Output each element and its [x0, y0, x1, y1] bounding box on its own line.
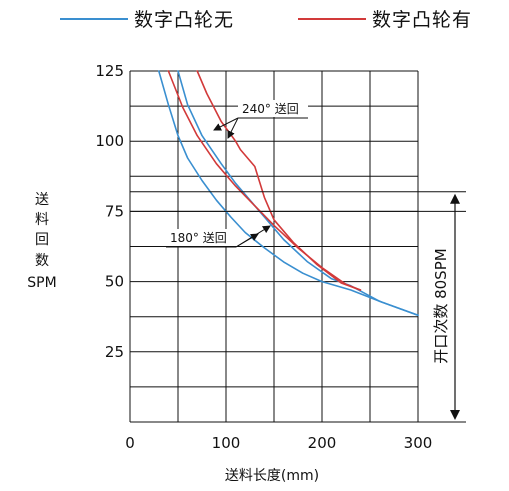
- annotation-bg-feed-180: [166, 229, 236, 246]
- y-axis-title: 送 料 回 数 SPM: [27, 192, 56, 291]
- open-count-band: 开口次数 80SPM: [428, 200, 456, 413]
- annotation-feed-180: 180° 送回: [170, 230, 227, 245]
- y-axis-title-char-5: SPM: [27, 275, 56, 291]
- x-tick-label-0: 0: [125, 434, 135, 452]
- annotation-feed-240: 240° 送回: [242, 101, 299, 116]
- y-axis-title-char-3: 回: [35, 232, 49, 248]
- y-tick-label-100: 100: [95, 132, 124, 150]
- y-tick-label-125: 125: [95, 62, 124, 80]
- annotations: 240° 送回 180° 送回: [166, 100, 460, 420]
- band-label: 开口次数 80SPM: [432, 248, 450, 363]
- band-arrow-top-head: [450, 193, 460, 204]
- annotation-arrow-feed-240-a: [213, 117, 239, 131]
- legend-label-cam-on: 数字凸轮有: [372, 9, 472, 31]
- y-tick-label-50: 50: [105, 273, 124, 291]
- band-label-bg: [428, 232, 452, 382]
- tick-labels: 0 100 200 300 25 50 75 100 125: [95, 62, 432, 452]
- band-arrow-bottom-head: [450, 410, 460, 420]
- legend: 数字凸轮无 数字凸轮有: [60, 9, 472, 31]
- y-axis-title-char-2: 料: [35, 212, 49, 228]
- x-tick-label-300: 300: [404, 434, 433, 452]
- annotation-bg-feed-240: [238, 100, 308, 117]
- y-tick-label-75: 75: [105, 202, 124, 220]
- series-layer: [158, 70, 419, 317]
- reference-lines: [130, 191, 466, 423]
- annotation-arrow-feed-180-b: [235, 225, 271, 248]
- x-tick-label-100: 100: [212, 434, 241, 452]
- x-tick-label-200: 200: [308, 434, 337, 452]
- series-line-cam-on-240: [196, 70, 362, 291]
- series-line-cam-off-180: [158, 70, 419, 317]
- x-axis-title: 送料长度(mm): [225, 468, 319, 484]
- y-tick-label-25: 25: [105, 343, 124, 361]
- legend-label-cam-off: 数字凸轮无: [134, 9, 234, 31]
- y-axis-title-char-4: 数: [35, 253, 49, 269]
- series-line-cam-on-180: [167, 70, 362, 291]
- y-axis-title-char-1: 送: [35, 192, 49, 208]
- annotation-arrow-feed-240-b: [227, 117, 239, 139]
